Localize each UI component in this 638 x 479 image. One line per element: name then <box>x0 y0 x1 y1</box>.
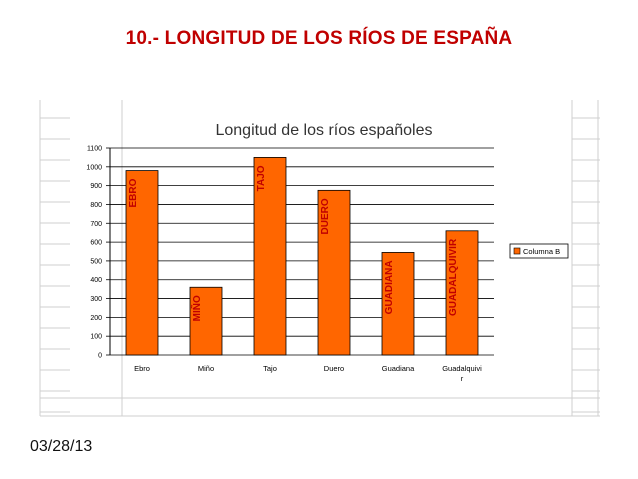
bar <box>253 157 287 356</box>
bar-label: MIÑO <box>190 295 203 321</box>
legend-box <box>509 243 569 259</box>
legend-label: Columna B <box>523 247 560 256</box>
bar-label: TAJO <box>256 165 267 191</box>
bar-label: EBRO <box>128 178 139 207</box>
bar-label: GUADIANA <box>384 260 395 314</box>
y-tick-label: 100 <box>90 334 102 341</box>
x-tick-label: Ebro <box>134 364 150 373</box>
x-tick-label: Guadalquivi <box>442 364 482 373</box>
y-tick-label: 1100 <box>87 146 102 153</box>
y-tick-label: 200 <box>90 315 102 322</box>
y-tick-label: 700 <box>90 221 102 228</box>
y-tick-label: 500 <box>90 258 102 265</box>
chart-title: Longitud de los ríos españoles <box>215 122 432 139</box>
y-tick-label: 900 <box>90 183 102 190</box>
y-tick-label: 600 <box>90 240 102 247</box>
spreadsheet-gridlines <box>39 100 600 417</box>
y-tick-label: 800 <box>90 202 102 209</box>
bar-label: DUERO <box>320 198 331 234</box>
bar <box>317 189 351 356</box>
x-tick-label: Tajo <box>263 364 277 373</box>
bar <box>125 170 159 356</box>
y-tick-label: 400 <box>90 277 102 284</box>
x-tick-label: Guadiana <box>382 364 415 373</box>
legend: Columna B <box>509 243 569 259</box>
slide-title: 10.- LONGITUD DE LOS RÍOS DE ESPAÑA <box>125 28 513 49</box>
bar <box>189 286 223 356</box>
y-tick-label: 300 <box>90 296 102 303</box>
legend-swatch <box>513 247 521 255</box>
slide-date: 03/28/13 <box>30 438 93 455</box>
y-tick-label: 0 <box>98 353 102 360</box>
x-tick-label: Duero <box>324 364 344 373</box>
x-tick-label: Miño <box>198 364 214 373</box>
bar-label: GUADALQUIVIR <box>448 238 459 316</box>
x-tick-label: r <box>461 374 464 383</box>
plot-area: 0 100 200 300 400 500 600 700 800 900 1000 1100 EBRO… <box>86 146 494 383</box>
bar <box>445 230 479 356</box>
bar <box>381 252 415 356</box>
y-tick-label: 1000 <box>86 164 102 171</box>
